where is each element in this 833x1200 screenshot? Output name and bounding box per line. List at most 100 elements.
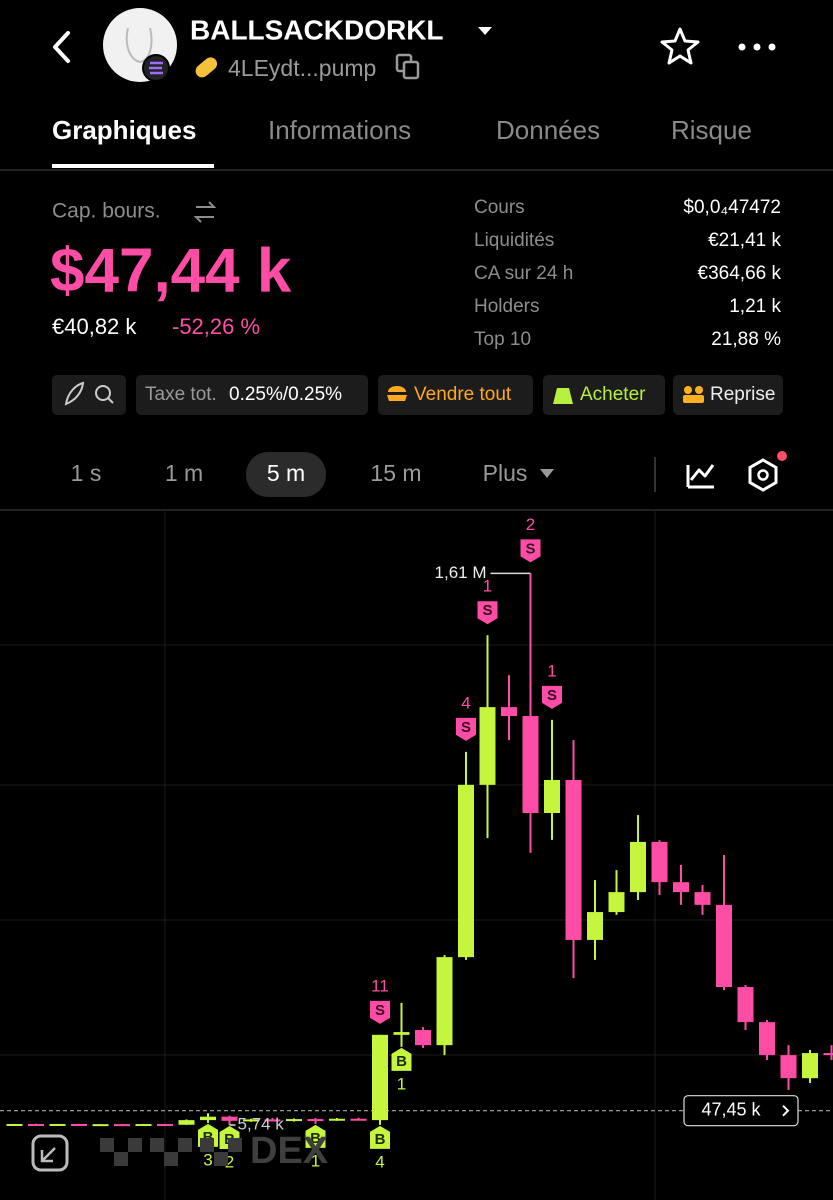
tab[interactable]: Risque	[671, 115, 752, 145]
sell-marker-letter: S	[375, 1002, 385, 1019]
stat-label: Cours	[474, 197, 525, 218]
tool-button[interactable]	[52, 375, 126, 415]
timeframe-active-pill	[246, 452, 326, 497]
sell-all-label: Vendre tout	[414, 384, 512, 405]
timeframe[interactable]: 1 s	[71, 460, 102, 486]
plus-dropdown-icon	[540, 469, 554, 478]
candle-body	[135, 1124, 152, 1127]
market-cap-eur: €40,82 k	[52, 314, 137, 339]
settings-center	[757, 469, 769, 481]
favorite-button[interactable]	[660, 27, 700, 65]
candle-body	[608, 892, 625, 913]
sell-marker-letter: S	[547, 687, 557, 704]
sell-count: 4	[461, 693, 470, 712]
tax-chip	[136, 375, 368, 415]
candle-body	[436, 957, 453, 1046]
candle-body	[114, 1124, 130, 1127]
candle-body	[264, 1119, 281, 1122]
timeframe[interactable]: 15 m	[370, 460, 421, 486]
stat-value: 1,21 k	[729, 296, 781, 317]
avatar-art	[125, 27, 153, 64]
candle-body	[780, 1055, 797, 1079]
sell-marker	[456, 717, 476, 741]
dropdown-icon[interactable]	[478, 27, 492, 35]
candle-body	[200, 1116, 216, 1121]
chart-grid	[0, 510, 833, 1200]
candle-body	[479, 707, 496, 785]
candle-body	[501, 707, 517, 717]
sell-marker	[477, 601, 498, 625]
buy-marker-letter: B	[310, 1130, 321, 1147]
more-button[interactable]	[738, 43, 776, 51]
back-button[interactable]	[53, 31, 70, 63]
stat-label: Holders	[474, 296, 539, 317]
settings-button[interactable]	[748, 458, 778, 492]
stat-value: 21,88 %	[711, 329, 781, 350]
sell-count: 11	[371, 976, 389, 995]
change: -52,26 %	[172, 314, 260, 339]
price-label: 47,45 k	[701, 1099, 761, 1119]
candle-body	[522, 716, 539, 814]
buy-count: 3	[203, 1150, 212, 1169]
expand-button[interactable]	[31, 1134, 69, 1172]
stat-value: €21,41 k	[708, 230, 781, 251]
tab[interactable]: Graphiques	[52, 115, 196, 145]
candle-body	[329, 1118, 345, 1121]
candle-body	[286, 1119, 302, 1122]
stat-value: $0,0₄47472	[683, 197, 781, 218]
max-label: 1,61 M	[435, 563, 487, 582]
timeframe[interactable]: 1 m	[165, 460, 203, 486]
token-name: BALLSACKDORKL	[190, 14, 444, 45]
buy-marker-letter: B	[375, 1131, 386, 1148]
repost-button[interactable]	[673, 375, 783, 415]
buy-label: Acheter	[580, 384, 646, 405]
tab[interactable]: Données	[496, 115, 600, 145]
candle-body	[178, 1120, 195, 1125]
okx-logo	[100, 1138, 242, 1166]
market-cap: $47,44 k	[50, 236, 292, 305]
timeframe[interactable]: Plus	[483, 460, 528, 486]
search-icon	[95, 385, 111, 401]
candle-body	[350, 1118, 367, 1121]
sell-all-button[interactable]	[378, 375, 533, 415]
sell-icon	[387, 386, 407, 401]
candle-body	[243, 1119, 259, 1122]
candle-body	[49, 1123, 66, 1126]
buy-count: 1	[397, 1074, 406, 1093]
sell-count: 2	[526, 515, 535, 534]
tax-label: Taxe tot.	[145, 384, 217, 405]
buy-button[interactable]	[543, 375, 665, 415]
notification-dot	[777, 451, 787, 461]
price-label-box[interactable]	[683, 1095, 799, 1127]
copy-icon-front	[402, 60, 420, 80]
indicator-button[interactable]	[686, 464, 715, 489]
candle-body	[92, 1124, 109, 1127]
buy-marker	[305, 1124, 326, 1148]
candle-body	[565, 780, 582, 940]
chain-icon	[149, 61, 163, 75]
candle-body	[544, 780, 560, 814]
candle-body	[802, 1053, 818, 1079]
buy-marker-letter: B	[396, 1053, 407, 1070]
swap-icon[interactable]	[193, 201, 217, 223]
sell-marker-letter: S	[461, 719, 471, 736]
candle-body	[737, 987, 754, 1023]
candlestick-chart: B3B2B1S11B4B1S4S1S2S11,61 M5,74 k47,45 k	[0, 515, 833, 1172]
repost-label: Reprise	[710, 384, 775, 405]
candle-body	[587, 912, 603, 940]
candle-body	[716, 904, 732, 988]
buy-count: 4	[375, 1152, 384, 1171]
expand-icon	[40, 1147, 56, 1163]
candle-body	[415, 1030, 431, 1046]
tab[interactable]: Informations	[268, 115, 411, 145]
stat-label: Top 10	[474, 329, 531, 350]
stat-value: €364,66 k	[698, 263, 782, 284]
candle-body	[157, 1124, 173, 1127]
candle-body	[71, 1123, 87, 1126]
candle-body	[630, 841, 646, 893]
timeframe[interactable]: 5 m	[267, 460, 305, 486]
leaf-icon	[64, 381, 85, 406]
